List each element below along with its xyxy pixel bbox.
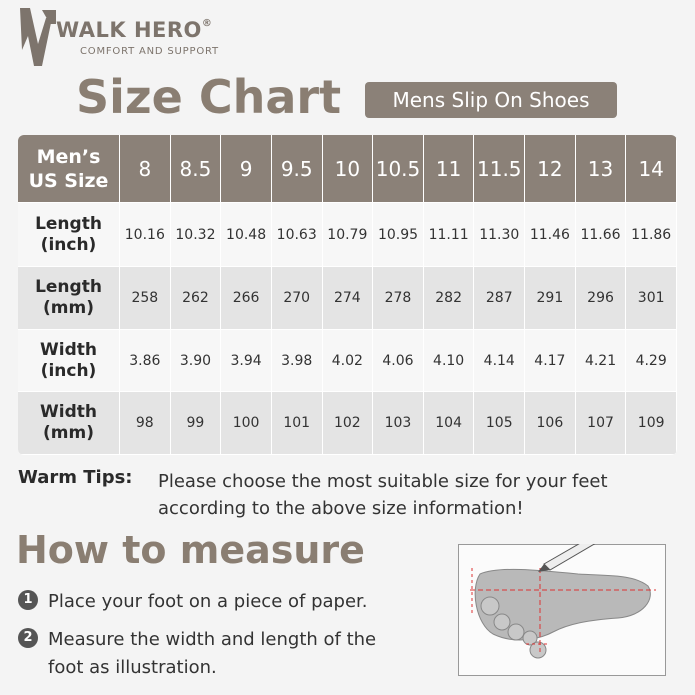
table-cell: 3.94 <box>221 330 272 392</box>
table-cell: 100 <box>221 392 272 455</box>
step-text: Measure the width and length of the foot … <box>48 626 376 682</box>
size-header: 11 <box>423 135 475 203</box>
table-cell: 11.86 <box>626 203 677 267</box>
table-cell: 11.11 <box>423 203 475 267</box>
table-cell: 11.30 <box>474 203 526 267</box>
table-cell: 262 <box>170 267 222 330</box>
brand-tagline: COMFORT AND SUPPORT <box>80 46 219 57</box>
table-cell: 10.63 <box>271 203 323 267</box>
size-header: 14 <box>626 135 677 203</box>
table-cell: 10.16 <box>120 203 171 267</box>
table-cell: 3.90 <box>170 330 222 392</box>
step-number: 1 <box>18 590 38 610</box>
foot-illustration <box>458 544 666 676</box>
table-cell: 4.02 <box>322 330 374 392</box>
row-label: Width (mm) <box>18 392 120 455</box>
table-cell: 105 <box>474 392 526 455</box>
table-cell: 3.98 <box>271 330 323 392</box>
step-number: 2 <box>18 628 38 648</box>
table-cell: 278 <box>373 267 424 330</box>
header-text: Men’s <box>36 145 101 168</box>
table-cell: 11.66 <box>575 203 627 267</box>
table-cell: 10.32 <box>170 203 222 267</box>
table-cell: 4.17 <box>525 330 576 392</box>
badge: Mens Slip On Shoes <box>365 82 617 118</box>
row-label-line: (mm) <box>43 298 94 318</box>
row-label-line: (mm) <box>43 423 94 443</box>
size-header: 9.5 <box>271 135 323 203</box>
tips-line: according to the above size information! <box>158 498 524 519</box>
table-cell: 99 <box>170 392 222 455</box>
how-to-title: How to measure <box>16 528 365 572</box>
registered-mark: ® <box>201 18 213 29</box>
row-label-line: (inch) <box>40 234 97 255</box>
table-cell: 10.79 <box>322 203 374 267</box>
table-cell: 10.48 <box>221 203 272 267</box>
table-cell: 98 <box>120 392 171 455</box>
table-cell: 107 <box>575 392 627 455</box>
header-cell: Men’s US Size <box>18 135 120 203</box>
tips-text: Please choose the most suitable size for… <box>158 468 608 522</box>
step-line: Place your foot on a piece of paper. <box>48 591 368 612</box>
table-cell: 291 <box>525 267 576 330</box>
size-header: 11.5 <box>474 135 526 203</box>
row-label-line: Length <box>35 277 102 297</box>
table-cell: 287 <box>474 267 526 330</box>
row-label-line: Length <box>35 213 102 234</box>
table-cell: 109 <box>626 392 677 455</box>
brand-name: WALK HERO <box>56 18 202 42</box>
step-line: foot as illustration. <box>48 657 217 678</box>
table-cell: 296 <box>575 267 627 330</box>
table-cell: 4.14 <box>474 330 526 392</box>
table-cell: 4.06 <box>373 330 424 392</box>
size-header: 10.5 <box>373 135 424 203</box>
table-cell: 282 <box>423 267 475 330</box>
table-cell: 104 <box>423 392 475 455</box>
step-text: Place your foot on a piece of paper. <box>48 588 368 616</box>
title: Size Chart <box>76 70 342 124</box>
table-cell: 4.21 <box>575 330 627 392</box>
size-header: 8.5 <box>170 135 222 203</box>
table-cell: 3.86 <box>120 330 171 392</box>
table-cell: 301 <box>626 267 677 330</box>
table-cell: 10.95 <box>373 203 424 267</box>
table-cell: 11.46 <box>525 203 576 267</box>
header-text: US Size <box>28 169 109 192</box>
table-cell: 266 <box>221 267 272 330</box>
table-cell: 270 <box>271 267 323 330</box>
row-label: Length (inch) <box>18 203 120 267</box>
table-cell: 274 <box>322 267 374 330</box>
row-label-line: Width <box>40 339 97 360</box>
row-label-line: (inch) <box>40 360 97 381</box>
row-label: Width (inch) <box>18 330 120 392</box>
size-header: 8 <box>120 135 171 203</box>
tips-label: Warm Tips: <box>18 467 133 488</box>
size-header: 13 <box>575 135 627 203</box>
table-cell: 4.10 <box>423 330 475 392</box>
step-line: Measure the width and length of the <box>48 629 377 650</box>
brand: WALK HERO® <box>56 18 212 42</box>
row-label-line: Width <box>40 402 97 422</box>
size-header: 12 <box>525 135 576 203</box>
table-cell: 258 <box>120 267 171 330</box>
size-header: 10 <box>322 135 374 203</box>
table-cell: 4.29 <box>626 330 677 392</box>
logo-mark <box>20 8 56 66</box>
table-cell: 102 <box>322 392 374 455</box>
table-cell: 103 <box>373 392 424 455</box>
tips-line: Please choose the most suitable size for… <box>158 471 608 492</box>
table-cell: 101 <box>271 392 323 455</box>
table-cell: 106 <box>525 392 576 455</box>
size-table: Men’s US Size 8 8.5 9 9.5 10 10.5 11 11.5 12 13 14 Le… <box>18 135 677 455</box>
size-header: 9 <box>221 135 272 203</box>
row-label: Length (mm) <box>18 267 120 330</box>
